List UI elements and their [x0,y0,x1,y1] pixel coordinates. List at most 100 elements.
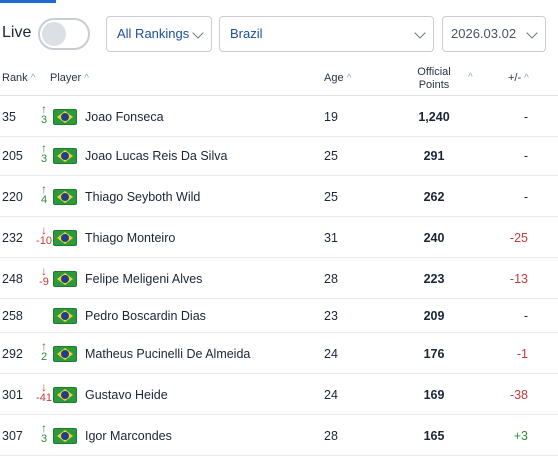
rank-movement: ↑ 3 [36,421,52,445]
age-value: 23 [324,309,338,323]
arrow-down-icon: ↓ [41,380,47,394]
table-row[interactable]: 35 ↑ 3 Joao Fonseca 19 1,240 - [0,96,558,137]
player-name-link[interactable]: Joao Lucas Reis Da Silva [85,149,228,163]
rank-value: 258 [2,309,23,323]
points-value: 209 [423,309,445,323]
rank-movement-value: 4 [40,194,48,206]
age-value: 19 [324,110,338,124]
table-row[interactable]: 301 ↓ -41 Gustavo Heide 24 169 -38 [0,374,558,415]
points-value: 291 [423,149,445,163]
table-row[interactable]: 258 Pedro Boscardin Dias 23 209 - [0,299,558,333]
points-value: 1,240 [418,110,450,124]
arrow-up-icon: ↑ [41,182,47,196]
table-row[interactable]: 292 ↑ 2 Matheus Pucinelli De Almeida 24 176 -1 [0,333,558,374]
brazil-flag-icon [53,387,77,403]
rank-movement-value: 3 [40,114,48,126]
rank-value: 292 [2,347,23,361]
player-name-link[interactable]: Matheus Pucinelli De Almeida [85,347,251,361]
age-value: 28 [324,429,338,443]
age-value: 25 [324,149,338,163]
brazil-flag-icon [53,230,77,246]
column-age[interactable]: Age ^ [324,72,351,84]
column-diff-label: +/- [508,72,522,84]
rank-movement: ↑ 2 [36,340,52,363]
rank-movement-value: 3 [40,153,48,165]
column-points[interactable]: Official Points [404,66,464,92]
table-row[interactable]: 248 ↓ -9 Felipe Meligeni Alves 28 223 -13 [0,258,558,299]
column-player[interactable]: Player ^ [50,72,89,84]
rank-movement: ↑ 3 [36,103,52,126]
points-value: 176 [423,347,445,361]
live-toggle-knob [42,22,66,46]
rank-value: 220 [2,190,23,204]
sort-arrow-icon: ^ [524,73,529,84]
column-points-label-2: Points [418,79,450,91]
points-value: 262 [423,190,445,204]
rank-movement: ↑ 4 [36,182,52,206]
brazil-flag-icon [53,271,77,287]
player-name-link[interactable]: Igor Marcondes [85,429,172,443]
rank-movement: ↓ -41 [36,380,52,404]
table-row[interactable]: 205 ↑ 3 Joao Lucas Reis Da Silva 25 291 - [0,136,558,176]
active-tab-indicator [0,0,56,3]
rank-value: 307 [2,429,23,443]
column-player-label: Player [50,72,82,84]
live-toggle[interactable] [38,18,90,50]
age-value: 31 [324,231,338,245]
rank-movement-value: -9 [39,276,49,288]
rank-movement-value: -41 [36,392,52,404]
column-age-label: Age [324,72,344,84]
points-value: 240 [423,231,445,245]
brazil-flag-icon [53,308,77,324]
country-select[interactable]: Brazil [219,16,434,52]
points-diff-value: -13 [509,272,528,286]
player-name-link[interactable]: Gustavo Heide [85,388,168,402]
arrow-down-icon: ↓ [41,264,47,278]
player-name-link[interactable]: Thiago Monteiro [85,231,176,245]
chevron-down-icon [192,27,204,39]
player-name-link[interactable]: Felipe Meligeni Alves [85,272,203,286]
table-header: Rank ^ Player ^ Age ^ Official Points ^ +/-… [0,64,558,96]
player-name-link[interactable]: Joao Fonseca [85,110,164,124]
arrow-down-icon: ↓ [41,223,47,237]
table-row[interactable]: 220 ↑ 4 Thiago Seyboth Wild 25 262 - [0,176,558,217]
column-diff[interactable]: +/- ^ [508,72,529,84]
chevron-down-icon [526,27,538,39]
sort-arrow-icon: ^ [30,73,36,84]
filter-bar: Live All Rankings Brazil 2026.03.02 [0,16,558,52]
points-diff-value: -38 [509,388,528,402]
column-rank-label: Rank [2,72,28,84]
points-value: 223 [423,272,445,286]
rank-value: 35 [2,110,16,124]
player-name-link[interactable]: Pedro Boscardin Dias [85,309,206,323]
rankings-select[interactable]: All Rankings [106,16,212,52]
player-name-link[interactable]: Thiago Seyboth Wild [85,190,201,204]
brazil-flag-icon [53,189,77,205]
sort-arrow-icon[interactable]: ^ [468,72,473,83]
rank-movement: ↓ -10 [36,223,52,247]
table-row[interactable]: 232 ↓ -10 Thiago Monteiro 31 240 -25 [0,217,558,258]
sort-arrow-icon: ^ [84,73,89,84]
age-value: 25 [324,190,338,204]
brazil-flag-icon [53,346,77,362]
live-label: Live [2,24,32,41]
rank-movement-value: 3 [40,433,48,445]
chevron-down-icon [414,27,426,39]
points-diff-value: - [523,110,528,124]
arrow-up-icon: ↑ [41,421,47,435]
brazil-flag-icon [53,428,77,444]
date-select-value: 2026.03.02 [451,26,517,41]
sort-arrow-icon: ^ [346,73,352,84]
rank-movement: ↑ 3 [36,142,52,165]
table-row[interactable]: 307 ↑ 3 Igor Marcondes 28 165 +3 [0,415,558,456]
rank-movement: ↓ -9 [36,264,52,288]
rank-movement-value: -10 [36,235,52,247]
country-select-value: Brazil [230,26,263,41]
column-rank[interactable]: Rank ^ [2,72,35,84]
age-value: 24 [324,388,338,402]
column-points-label-1: Official [417,66,451,78]
points-value: 165 [423,429,445,443]
rank-value: 232 [2,231,23,245]
points-value: 169 [423,388,445,402]
date-select[interactable]: 2026.03.02 [442,16,546,52]
